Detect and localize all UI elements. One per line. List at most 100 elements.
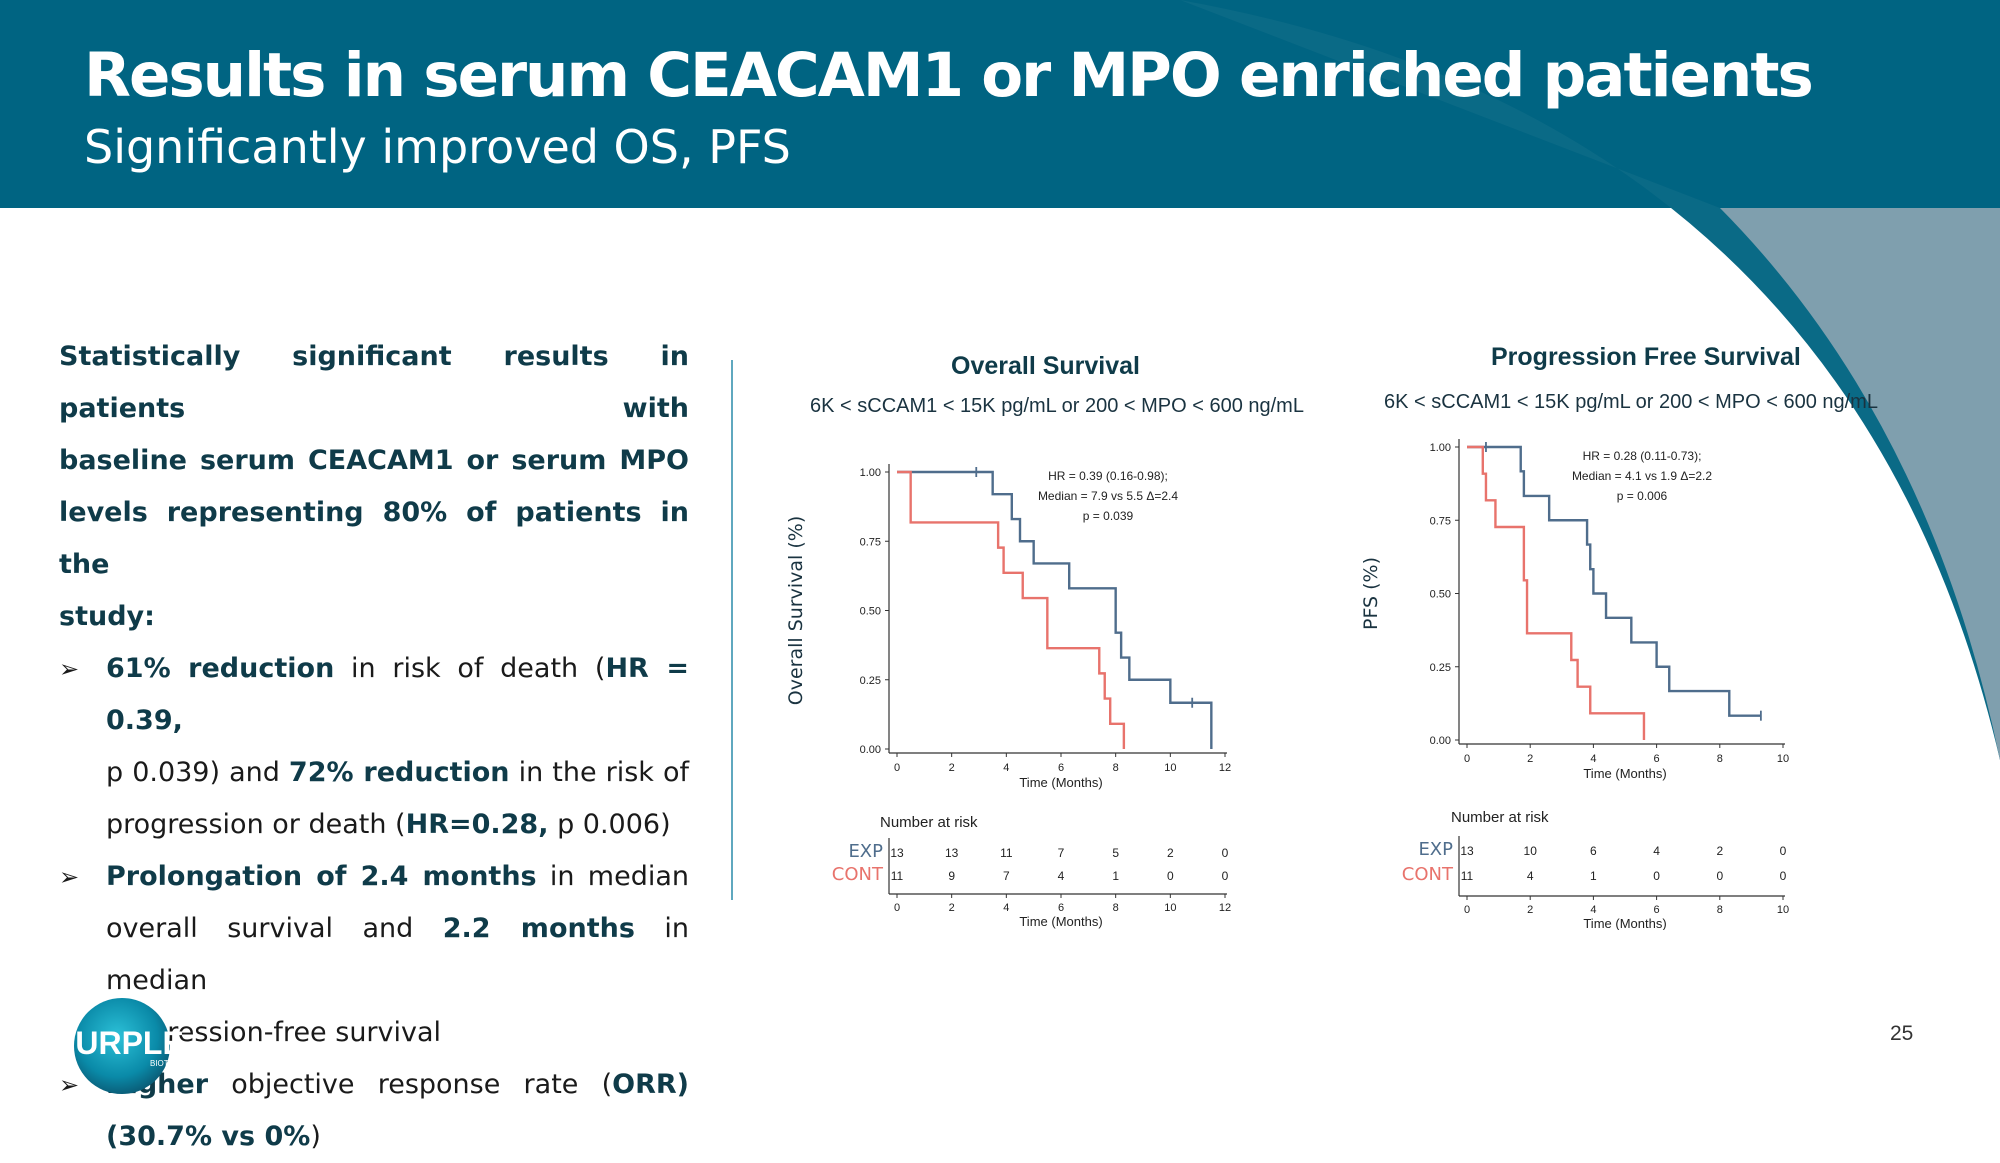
x-tick-label: 0 [1464,753,1470,765]
risk-value: 13 [1460,844,1474,858]
risk-value: 0 [1653,869,1660,883]
risk-value: 13 [945,846,959,860]
bullet-line: Higher objective response rate (ORR) [106,1059,689,1111]
risk-row-label-exp: EXP [1418,839,1453,860]
x-tick-label: 6 [1058,762,1064,774]
bullet-line: (30.7% vs 0%) [106,1111,689,1163]
risk-value: 4 [1058,869,1065,883]
hr-annotation: HR = 0.28 (0.11-0.73); [1583,449,1702,463]
hr-annotation: HR = 0.39 (0.16-0.98); [1048,469,1168,483]
x-tick-label: 2 [1527,753,1533,765]
risk-x-tick-label: 4 [1590,904,1596,916]
bullet-line: 61% reduction in risk of death (HR = 0.3… [106,643,689,747]
risk-value: 7 [1058,846,1065,860]
decorative-arc [1180,0,2000,760]
slide-title: Results in serum CEACAM1 or MPO enriched… [84,40,1814,111]
km-curve-cont [1467,445,1646,740]
risk-row-label-exp: EXP [848,841,883,862]
y-tick-label: 1.00 [1430,442,1451,454]
risk-x-tick-label: 10 [1164,902,1176,914]
risk-value: 0 [1780,869,1787,883]
intro-line: Statistically significant results in pat… [59,341,689,424]
text: overall survival and [106,913,443,944]
x-tick-label: 0 [894,762,900,774]
risk-value: 4 [1653,844,1660,858]
risk-value: 1 [1590,869,1597,883]
hr-annotation: p = 0.006 [1617,489,1668,503]
risk-value: 0 [1780,844,1787,858]
page-number: 25 [1890,1022,1914,1045]
y-tick-label: 0.00 [860,744,881,756]
risk-value: 2 [1716,844,1723,858]
x-tick-label: 10 [1164,762,1176,774]
bold-text: (30.7% vs 0% [106,1121,311,1152]
logo-wordmark: PURPLE [54,1025,184,1061]
os-chart-title: Overall Survival [951,352,1141,380]
x-tick-label: 6 [1654,753,1660,765]
intro-line: levels representing 80% of patients in t… [59,497,689,580]
bold-text: HR=0.28, [405,809,549,840]
text: in the risk of [509,757,689,788]
logo-circle [74,998,170,1094]
y-tick-label: 0.50 [860,606,881,618]
bullet-line: progression or death (HR=0.28, p 0.006) [106,799,689,851]
risk-value: 0 [1222,846,1229,860]
text: in risk of death ( [334,653,606,684]
risk-x-tick-label: 6 [1654,904,1660,916]
bold-text: Prolongation of 2.4 months [106,861,537,892]
km-curve-cont [897,470,1126,749]
bold-text: 61% reduction [106,653,335,684]
bullet-line: Prolongation of 2.4 months in median [106,851,689,903]
risk-value: 0 [1167,869,1174,883]
risk-value: 6 [1590,844,1597,858]
risk-value: 11 [891,869,904,883]
risk-value: 1 [1112,869,1119,883]
y-tick-label: 0.25 [860,675,881,687]
text: progression or death ( [106,809,406,840]
risk-row-label-cont: CONT [832,864,884,885]
arrow-bullet-icon: ➢ [59,1071,80,1099]
bullet-line: p 0.039) and 72% reduction in the risk o… [106,747,689,799]
bullet-item: ➢ 61% reduction in risk of death (HR = 0… [59,643,689,851]
risk-value: 5 [1112,846,1119,860]
arrow-bullet-icon: ➢ [59,655,80,683]
risk-x-tick-label: 12 [1219,902,1231,914]
text: in median [106,913,689,996]
risk-x-axis-label: Time (Months) [1019,914,1102,929]
bold-text: 2.2 months [442,913,635,944]
hr-annotation: Median = 7.9 vs 5.5 Δ=2.4 [1038,489,1178,503]
slide-subtitle: Significantly improved OS, PFS [84,120,791,174]
risk-value: 11 [1000,846,1013,860]
plot-area [1463,435,1797,752]
x-tick-label: 8 [1113,762,1119,774]
text: in median [536,861,689,892]
bold-text: 72% reduction [288,757,510,788]
y-tick-label: 0.75 [860,536,881,548]
risk-x-tick-label: 10 [1777,904,1789,916]
arc-grey-part [1720,208,2000,760]
km-curve-exp [1467,445,1761,717]
y-tick-label: 0.50 [1430,589,1451,601]
bold-text: ORR) [612,1069,689,1100]
bullet-line: overall survival and 2.2 months in media… [106,903,689,1007]
y-tick-label: 0.25 [1430,662,1451,674]
km-curve-exp [897,470,1213,749]
y-tick-label: 1.00 [860,467,881,479]
x-axis-label: Time (Months) [1583,766,1666,781]
plot-area [893,460,1239,761]
risk-x-tick-label: 2 [949,902,955,914]
risk-value: 11 [1461,869,1474,883]
risk-x-tick-label: 8 [1113,902,1119,914]
hr-annotation: p = 0.039 [1083,509,1134,523]
risk-x-axis-label: Time (Months) [1583,916,1666,930]
os-chart-subtitle: 6K < sCCAM1 < 15K pg/mL or 200 < MPO < 6… [810,395,1304,417]
x-tick-label: 10 [1777,753,1789,765]
x-tick-label: 4 [1590,753,1596,765]
pfs-chart-title: Progression Free Survival [1491,343,1801,371]
risk-x-tick-label: 2 [1527,904,1533,916]
bold-text: HR = 0.39, [106,653,689,736]
text: ) [310,1121,321,1152]
risk-x-tick-label: 8 [1717,904,1723,916]
